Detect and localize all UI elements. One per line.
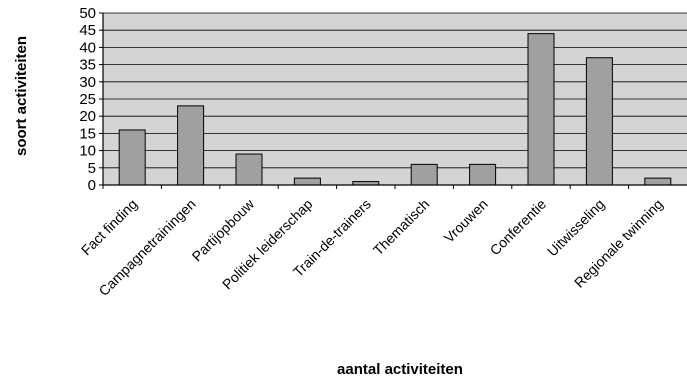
bar-partijopbouw (235, 153, 263, 186)
bars (118, 33, 672, 186)
bar-conferentie (527, 33, 555, 186)
y-tick-label: 45 (79, 22, 96, 39)
x-tick-label: Fact finding (78, 196, 140, 258)
bar-uitwisseling (585, 57, 613, 186)
y-tick-label: 35 (79, 57, 96, 74)
y-tick-label: 30 (79, 74, 96, 91)
x-tick-labels: Fact findingCampagnetrainingenPartijopbo… (78, 185, 666, 299)
bar-vrouwen (469, 163, 497, 186)
bar-regionale-twinning (644, 177, 672, 186)
x-tick-label: Campagnetrainingen (95, 196, 198, 299)
y-axis-title: soort activiteiten (13, 36, 30, 156)
y-tick-label: 10 (79, 143, 96, 160)
x-tick-label: Conferentie (487, 196, 550, 259)
x-tick-label: Thematisch (370, 196, 432, 258)
bar-thematisch (410, 163, 438, 186)
y-tick-label: 50 (79, 5, 96, 22)
x-axis-title: aantal activiteiten (337, 361, 463, 378)
bar-fact-finding (118, 129, 146, 186)
y-tick-label: 0 (88, 177, 96, 194)
y-tick-label: 20 (79, 108, 96, 125)
y-tick-label: 25 (79, 91, 96, 108)
bar-campagnetrainingen (177, 105, 205, 186)
y-tick-label: 15 (79, 125, 96, 142)
x-tick-label: Vrouwen (441, 196, 491, 246)
bar-politiek-leiderschap (293, 177, 321, 186)
y-tick-label: 40 (79, 39, 96, 56)
y-tick-label: 5 (88, 160, 96, 177)
x-tick-label: Uitwisseling (544, 196, 608, 260)
